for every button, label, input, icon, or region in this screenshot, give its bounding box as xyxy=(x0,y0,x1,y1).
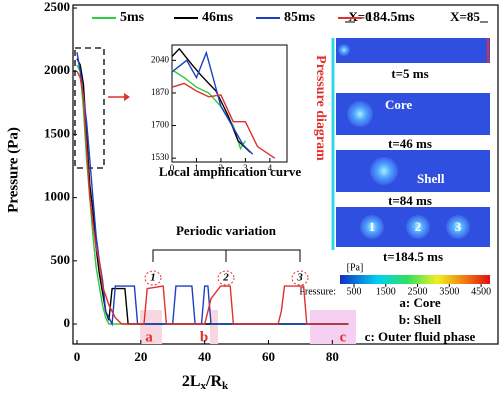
colorbar-tick-label: 4500 xyxy=(471,286,491,297)
x-position-label: X=0 xyxy=(348,9,371,24)
x-tick-label: 1 xyxy=(194,163,199,173)
colorbar-unit: [Pa] xyxy=(347,262,364,273)
legend-label: 184.5ms xyxy=(366,10,415,25)
droplet xyxy=(347,101,373,127)
series-line xyxy=(171,50,254,155)
plot-frame xyxy=(72,4,499,345)
x-label-part: /R xyxy=(205,373,222,390)
region-a xyxy=(140,310,162,344)
panel-1 xyxy=(336,38,490,63)
inset-caption: Local amplification curve xyxy=(159,164,301,179)
colorbar-tick-label: 1500 xyxy=(376,286,396,297)
zoom-box xyxy=(74,47,105,169)
x-label-part: 2L xyxy=(182,373,201,390)
droplet-number: 2 xyxy=(415,219,422,234)
x-tick-label: 80 xyxy=(326,349,339,364)
marker-ring xyxy=(291,270,309,286)
shell-label: Shell xyxy=(417,171,445,186)
region-b xyxy=(210,310,218,344)
diagram-title: Pressure diagram xyxy=(313,55,328,161)
series-line xyxy=(76,70,349,325)
x-axis-label: 2Lx/Rk xyxy=(182,373,229,392)
panel-3 xyxy=(336,150,490,192)
colorbar xyxy=(340,275,490,284)
legend-label: 5ms xyxy=(120,10,145,25)
inset-frame xyxy=(171,44,288,163)
region-c xyxy=(310,310,356,344)
droplet-number: 3 xyxy=(455,219,462,234)
x-tick-label: 60 xyxy=(262,349,275,364)
series-line xyxy=(171,47,251,153)
droplet xyxy=(360,215,384,239)
region-label: c xyxy=(340,329,347,345)
zoom-arrow-head xyxy=(124,93,130,101)
y-tick-label: 2040 xyxy=(151,54,170,64)
x-tick-label: 40 xyxy=(198,349,211,364)
x-tick-label: 2 xyxy=(219,163,224,173)
layout xyxy=(72,4,499,345)
droplet xyxy=(370,157,398,185)
series-line xyxy=(171,82,276,159)
x-label-part: k xyxy=(222,380,229,392)
y-tick-label: 1700 xyxy=(151,120,170,130)
marker-ring xyxy=(217,270,235,286)
legend-label: 46ms xyxy=(202,10,234,25)
panel-time: t=84 ms xyxy=(388,193,432,208)
periodic-bracket xyxy=(152,249,301,262)
x-label-part: x xyxy=(201,380,207,392)
y-tick-label: 2000 xyxy=(44,62,70,77)
y-tick-label: 0 xyxy=(64,315,71,330)
panel-time: t=5 ms xyxy=(391,66,428,81)
colorbar-tick-label: 2500 xyxy=(408,286,428,297)
key-entry: c: Outer fluid phase xyxy=(365,329,476,344)
period-marker: 1 xyxy=(150,272,156,284)
y-tick-label: 1530 xyxy=(151,152,170,162)
periodic-label: Periodic variation xyxy=(176,223,277,238)
y-tick-label: 2500 xyxy=(44,0,70,14)
x-tick-label: 0 xyxy=(170,163,175,173)
series-line xyxy=(171,69,246,151)
core-label: Core xyxy=(385,97,412,112)
colorbar-tick-label: 3500 xyxy=(439,286,459,297)
x-position-label: X=85 xyxy=(450,9,480,24)
droplet xyxy=(406,215,430,239)
droplet-number: 1 xyxy=(369,219,376,234)
x-tick-label: 0 xyxy=(74,349,81,364)
key-entry: a: Core xyxy=(399,295,441,310)
key-entry: b: Shell xyxy=(399,312,442,327)
y-tick-label: 1000 xyxy=(44,189,70,204)
legend-label: 85ms xyxy=(284,10,316,25)
panel-time: t=184.5 ms xyxy=(383,249,443,264)
x-tick-label: 3 xyxy=(243,163,248,173)
droplet xyxy=(446,215,470,239)
y-tick-label: 1500 xyxy=(44,125,70,140)
droplet xyxy=(338,44,350,56)
x-tick-label: 4 xyxy=(268,163,273,173)
marker-ring xyxy=(144,270,162,286)
y-tick-label: 500 xyxy=(51,252,71,267)
period-marker: 3 xyxy=(296,272,303,284)
region-label: a xyxy=(145,329,153,345)
period-marker: 2 xyxy=(222,272,229,284)
colorbar-label: Pressure: xyxy=(299,286,336,297)
x-tick-label: 20 xyxy=(134,349,147,364)
region-label: b xyxy=(200,329,208,345)
y-tick-label: 1870 xyxy=(151,87,170,97)
y-axis-label: Pressure (Pa) xyxy=(5,127,21,213)
colorbar-tick-label: 500 xyxy=(346,286,361,297)
panel-time: t=46 ms xyxy=(388,136,432,151)
